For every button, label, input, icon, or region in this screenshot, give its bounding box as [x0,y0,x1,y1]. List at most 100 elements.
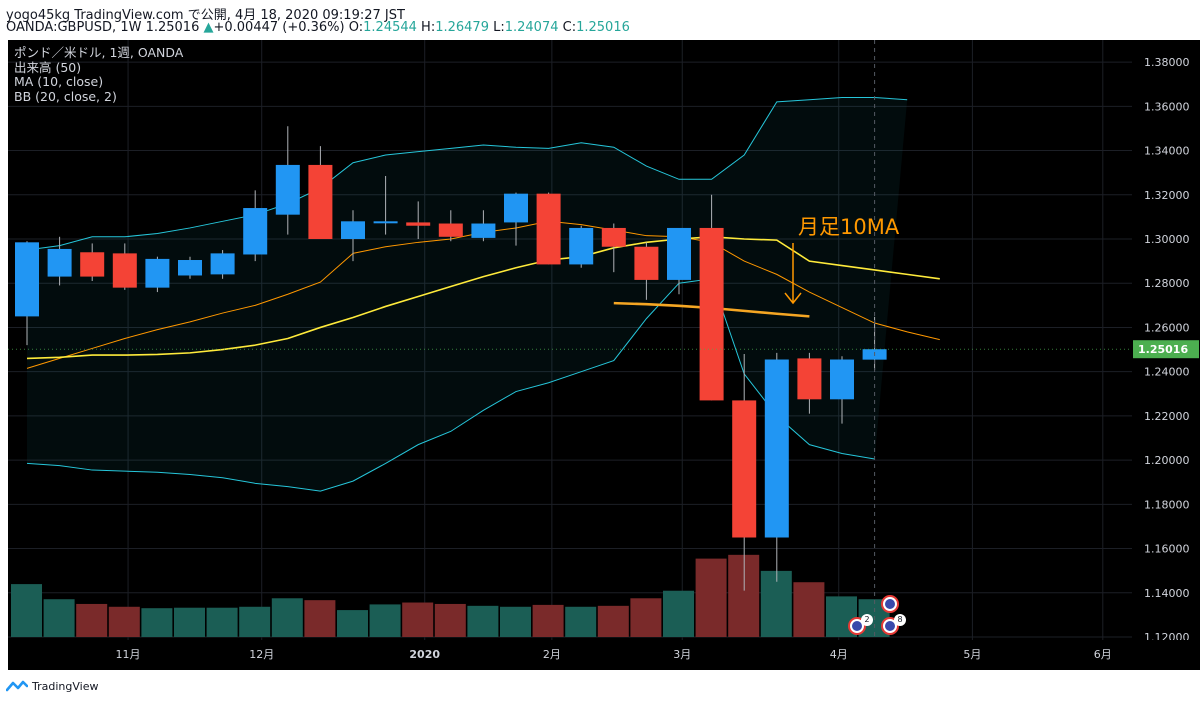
price-chart[interactable]: 月足10MA [8,40,1132,640]
price-tick-label-7: 1.26000 [1144,321,1190,334]
volume-bar-14 [467,605,499,637]
candle-body-24 [797,358,822,400]
price-tick-label-2: 1.16000 [1144,543,1190,556]
volume-bar-6 [206,607,238,637]
candle-body-8 [275,164,300,215]
legend-ma[interactable]: MA (10, close) [14,74,104,89]
low-value: 1.24074 [504,20,559,35]
volume-bar-11 [369,604,401,637]
price-tick-label-5: 1.22000 [1144,410,1190,423]
legend-title: ポンド／米ドル, 1週, OANDA [14,45,184,60]
volume-bar-16 [532,604,564,637]
volume-bar-13 [434,603,466,637]
price-tick-label-12: 1.36000 [1144,100,1190,113]
price-tick-label-10: 1.32000 [1144,189,1190,202]
time-axis[interactable]: 11月 12月 2020 2月 3月 4月 5月 6月 [8,640,1132,670]
candle-body-4 [145,258,170,288]
volume-bar-2 [76,603,108,637]
price-axis[interactable]: 1.12000 1.14000 1.16000 1.18000 1.20000 1.220… [1132,40,1200,644]
price-tick-label-6: 1.24000 [1144,366,1190,379]
us-event-flag-icon[interactable] [881,595,899,613]
time-tick-label-2: 2020 [409,648,440,661]
time-tick-label-1: 12月 [249,648,274,661]
low-label: L: [493,20,505,35]
volume-bar-4 [141,608,173,637]
volume-bar-17 [565,606,597,637]
us-event-count: 2 [861,614,873,626]
change-value: +0.00447 (+0.36%) [213,20,345,35]
price-tick-label-4: 1.20000 [1144,454,1190,467]
candle-body-22 [732,400,757,538]
volume-bar-10 [337,610,368,637]
candle-body-10 [341,221,365,239]
candle-body-16 [536,193,561,265]
open-label: O: [348,20,364,35]
candle-body-23 [764,359,789,538]
last-price-label: 1.25016 [1138,343,1188,356]
time-tick-label-7: 6月 [1094,648,1112,661]
candle-body-25 [830,359,854,400]
tradingview-brand: TradingView [32,679,99,693]
time-tick-label-4: 3月 [673,648,691,661]
price-tick-label-8: 1.28000 [1144,277,1190,290]
legend-bb[interactable]: BB (20, close, 2) [14,88,117,104]
annotation-label: 月足10MA [798,215,900,239]
candle-body-6 [210,253,235,275]
volume-bar-23 [760,570,792,637]
candle-body-2 [80,252,105,277]
volume-bar-1 [43,599,75,637]
candle-body-9 [308,164,333,239]
axis-corner [1132,640,1200,670]
time-axis-scale[interactable]: 11月 12月 2020 2月 3月 4月 5月 6月 [8,640,1132,670]
uk-event-count: 8 [894,614,906,626]
price-tick-label-11: 1.34000 [1144,145,1190,158]
volume-bar-8 [271,598,303,637]
volume-bar-15 [500,606,531,637]
legend-volume[interactable]: 出来高 (50) [14,59,82,75]
price-tick-label-9: 1.30000 [1144,233,1190,246]
candle-body-21 [699,227,724,401]
series-bb-basis [26,235,940,360]
candle-body-0 [15,242,39,317]
volume-bar-24 [793,582,825,637]
series-bb-lower [26,278,875,492]
tradingview-footer: TradingView [6,677,98,695]
candle-body-7 [243,208,268,255]
candle-body-18 [601,227,626,247]
volume-bar-9 [304,600,336,637]
time-tick-label-6: 5月 [963,648,981,661]
candle-body-13 [438,223,463,237]
tradingview-logo-icon [6,680,28,692]
volume-bar-5 [174,607,205,637]
volume-bar-18 [597,605,629,637]
price-tick-label-13: 1.38000 [1144,56,1190,69]
symbol-quote-line: OANDA:GBPUSD, 1W 1.25016 ▲+0.00447 (+0.3… [6,20,630,35]
price-tick-label-0: 1.12000 [1144,631,1190,640]
time-tick-label-3: 2月 [543,648,561,661]
candle-body-20 [667,227,691,280]
price-tick-label-3: 1.18000 [1144,498,1190,511]
candle-body-19 [634,246,659,280]
candle-body-1 [47,248,72,277]
time-tick-label-5: 4月 [830,648,848,661]
symbol-label: OANDA:GBPUSD, 1W 1.25016 [6,20,200,35]
close-value: 1.25016 [576,20,630,35]
candle-body-17 [569,227,594,265]
volume-bar-0 [11,584,42,637]
candle-body-15 [504,193,528,223]
publish-info: yogo45kg TradingView.com で公開, 4月 18, 202… [6,8,405,23]
candle-body-12 [406,222,431,226]
price-axis-scale[interactable]: 1.12000 1.14000 1.16000 1.18000 1.20000 1.220… [1132,40,1200,644]
candle-body-11 [373,221,398,224]
volume-bar-12 [402,602,434,637]
volume-bar-21 [695,558,727,637]
price-tick-label-1: 1.14000 [1144,587,1190,600]
candle-body-3 [112,253,137,288]
bb-fill [27,97,908,492]
chart-pane[interactable]: 月足10MA ポンド／米ドル, 1週, OANDA 出来高 (50) MA (1… [8,40,1132,640]
open-value: 1.24544 [363,20,417,35]
candle-body-14 [471,223,496,238]
volume-bar-19 [630,598,662,637]
high-label: H: [421,20,436,35]
annotation-arrow-icon [784,292,802,305]
